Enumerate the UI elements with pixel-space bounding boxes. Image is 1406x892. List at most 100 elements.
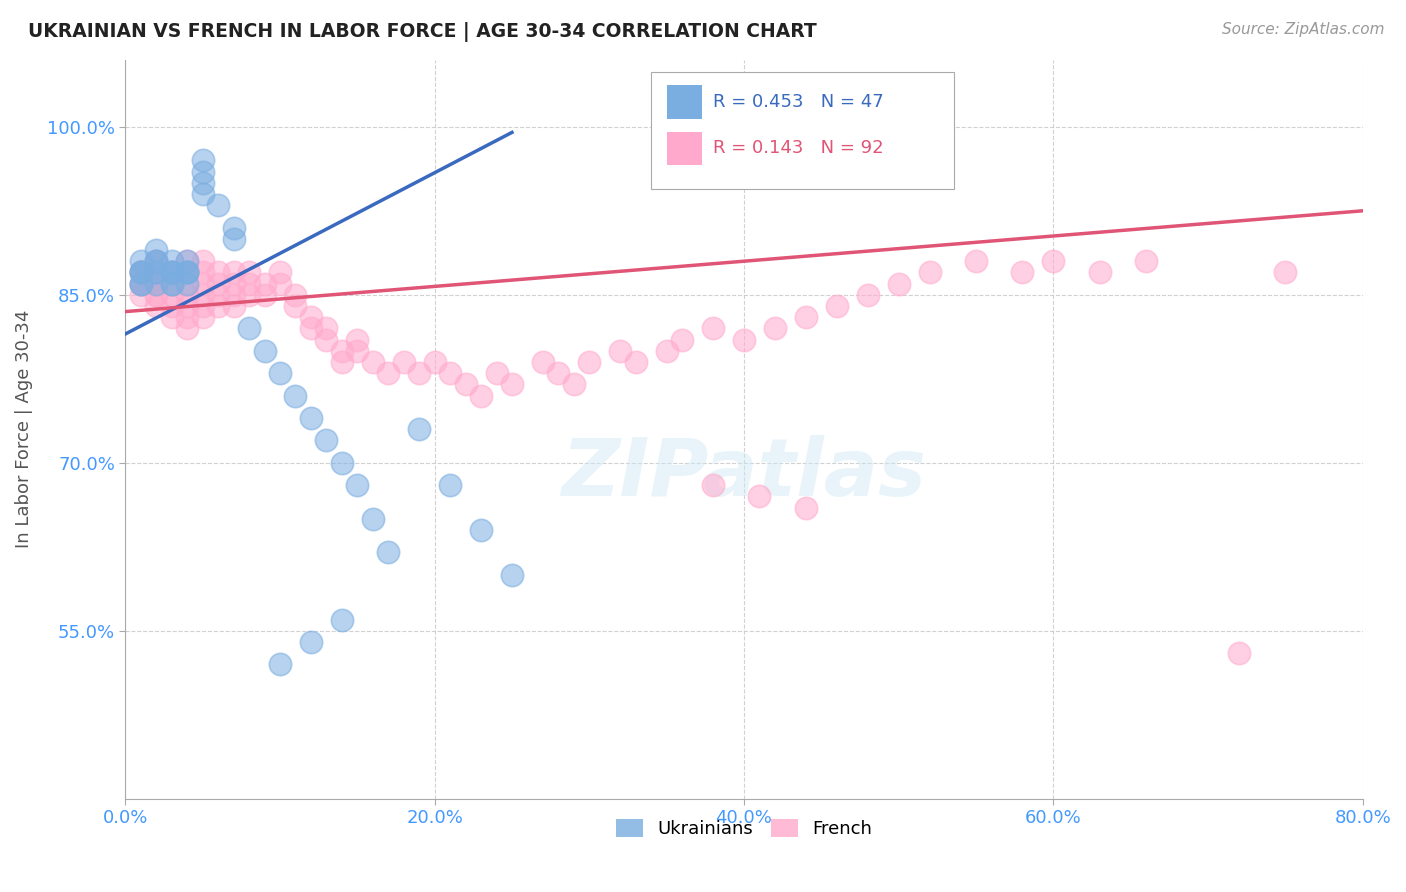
Point	[748, 490, 770, 504]
Point	[145, 299, 167, 313]
Point	[129, 277, 152, 291]
Point	[176, 321, 198, 335]
Point	[176, 254, 198, 268]
Y-axis label: In Labor Force | Age 30-34: In Labor Force | Age 30-34	[15, 310, 32, 549]
Point	[1135, 254, 1157, 268]
Point	[191, 186, 214, 201]
Point	[129, 288, 152, 302]
Point	[145, 277, 167, 291]
Point	[253, 277, 276, 291]
Point	[191, 277, 214, 291]
Point	[408, 422, 430, 436]
Point	[145, 265, 167, 279]
Point	[392, 355, 415, 369]
Point	[176, 299, 198, 313]
Point	[1227, 646, 1250, 660]
Point	[145, 265, 167, 279]
Point	[439, 366, 461, 380]
Point	[145, 243, 167, 257]
Point	[160, 265, 183, 279]
Point	[315, 321, 337, 335]
Point	[624, 355, 647, 369]
Point	[501, 567, 523, 582]
Point	[207, 265, 229, 279]
Point	[702, 478, 724, 492]
Point	[1274, 265, 1296, 279]
Point	[501, 377, 523, 392]
Point	[129, 265, 152, 279]
Point	[361, 355, 384, 369]
Point	[145, 277, 167, 291]
Point	[531, 355, 554, 369]
Point	[160, 277, 183, 291]
Point	[176, 265, 198, 279]
Point	[299, 635, 322, 649]
Point	[191, 299, 214, 313]
Point	[330, 343, 353, 358]
FancyBboxPatch shape	[668, 132, 702, 165]
Point	[609, 343, 631, 358]
Point	[191, 254, 214, 268]
Point	[176, 254, 198, 268]
Point	[238, 265, 260, 279]
Point	[330, 456, 353, 470]
FancyBboxPatch shape	[651, 72, 955, 189]
Point	[408, 366, 430, 380]
Point	[176, 265, 198, 279]
Point	[269, 366, 291, 380]
Point	[377, 366, 399, 380]
Point	[702, 321, 724, 335]
Point	[160, 288, 183, 302]
Point	[160, 254, 183, 268]
Point	[918, 265, 941, 279]
Point	[191, 176, 214, 190]
Point	[129, 277, 152, 291]
Point	[299, 310, 322, 325]
Point	[269, 265, 291, 279]
Point	[222, 265, 245, 279]
Point	[299, 321, 322, 335]
Point	[284, 299, 307, 313]
Legend: Ukrainians, French: Ukrainians, French	[609, 812, 880, 846]
Point	[222, 277, 245, 291]
Point	[222, 220, 245, 235]
Point	[160, 265, 183, 279]
Point	[238, 321, 260, 335]
Point	[176, 288, 198, 302]
Point	[825, 299, 848, 313]
Point	[129, 265, 152, 279]
Point	[129, 265, 152, 279]
Point	[454, 377, 477, 392]
Point	[671, 333, 693, 347]
Point	[160, 310, 183, 325]
Point	[145, 288, 167, 302]
Point	[763, 321, 786, 335]
Point	[129, 265, 152, 279]
Point	[191, 288, 214, 302]
Point	[470, 389, 492, 403]
Point	[655, 343, 678, 358]
Point	[222, 232, 245, 246]
Point	[578, 355, 600, 369]
Point	[176, 265, 198, 279]
Point	[1088, 265, 1111, 279]
Point	[315, 333, 337, 347]
Text: ZIPatlas: ZIPatlas	[561, 434, 927, 513]
Point	[145, 254, 167, 268]
Point	[145, 265, 167, 279]
Text: R = 0.143   N = 92: R = 0.143 N = 92	[713, 139, 883, 157]
Point	[160, 265, 183, 279]
Point	[299, 411, 322, 425]
Point	[562, 377, 585, 392]
Point	[207, 299, 229, 313]
Point	[377, 545, 399, 559]
Point	[965, 254, 987, 268]
Point	[547, 366, 569, 380]
Point	[238, 288, 260, 302]
Point	[361, 512, 384, 526]
Point	[794, 310, 817, 325]
Point	[145, 288, 167, 302]
Point	[160, 277, 183, 291]
Point	[160, 299, 183, 313]
Point	[129, 277, 152, 291]
